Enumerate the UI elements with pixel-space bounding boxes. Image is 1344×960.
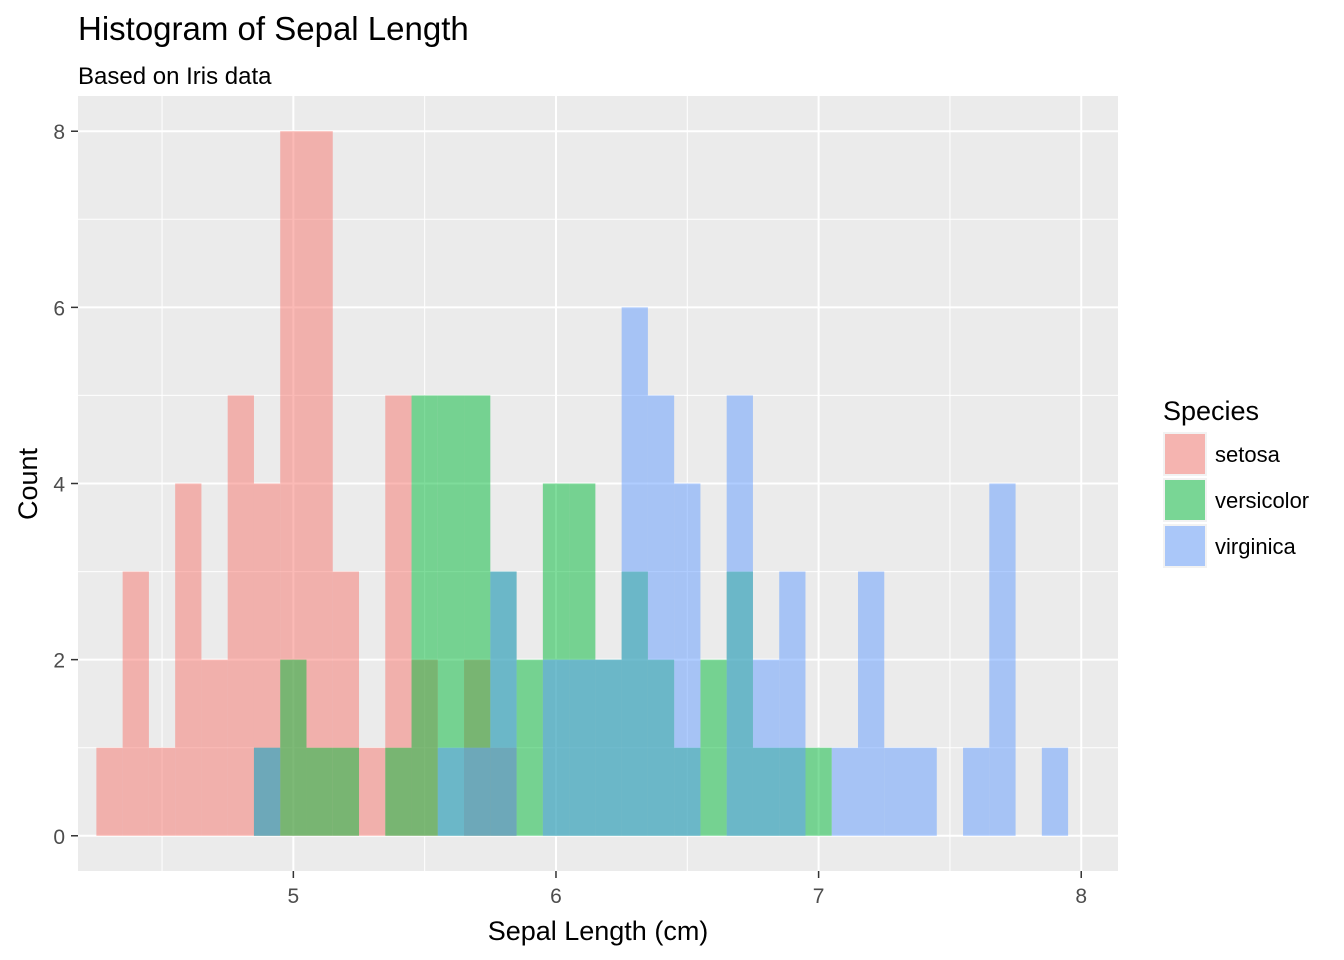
legend-items: setosa versicolor virginica <box>1163 432 1309 568</box>
legend-swatch-virginica <box>1165 526 1205 566</box>
bar-virginica <box>542 659 570 836</box>
bar-setosa <box>122 571 149 836</box>
bar-setosa <box>175 483 202 836</box>
bar-virginica <box>1041 747 1069 836</box>
bar-setosa <box>201 659 228 836</box>
x-tick-label: 7 <box>813 885 825 908</box>
bar-virginica <box>437 747 465 836</box>
series-virginica <box>253 307 1069 836</box>
bar-virginica <box>674 483 701 836</box>
x-axis: 5 6 7 8 <box>288 871 1087 908</box>
bar-versicolor <box>385 747 412 836</box>
bar-virginica <box>253 747 281 836</box>
legend-title: Species <box>1163 396 1259 426</box>
chart-title: Histogram of Sepal Length <box>78 10 469 47</box>
bar-virginica <box>726 395 753 836</box>
legend-item-virginica: virginica <box>1163 524 1296 568</box>
legend-label-setosa: setosa <box>1215 442 1281 467</box>
y-axis-title: Count <box>13 447 43 520</box>
legend-label-versicolor: versicolor <box>1215 488 1309 513</box>
bar-virginica <box>752 659 780 836</box>
legend-label-virginica: virginica <box>1215 534 1296 559</box>
bar-virginica <box>910 747 937 836</box>
bar-virginica <box>831 747 858 836</box>
legend-swatch-setosa <box>1165 434 1205 474</box>
bar-virginica <box>858 571 885 836</box>
y-tick-label: 2 <box>53 650 65 673</box>
bar-versicolor <box>805 747 832 836</box>
bar-virginica <box>647 395 675 836</box>
bar-versicolor <box>411 395 438 836</box>
y-tick-label: 6 <box>53 297 65 320</box>
bar-virginica <box>779 571 806 836</box>
legend: Species setosa versicolor virginica <box>1163 396 1309 568</box>
x-tick-label: 6 <box>550 885 562 908</box>
bar-setosa <box>148 747 176 836</box>
bar-setosa <box>96 747 123 836</box>
bar-setosa <box>359 747 386 836</box>
bar-virginica <box>963 747 990 836</box>
bar-virginica <box>464 747 491 836</box>
bar-virginica <box>621 307 648 836</box>
bar-versicolor <box>280 659 307 836</box>
bar-versicolor <box>700 659 727 836</box>
bar-virginica <box>595 659 622 836</box>
y-axis: 0 2 4 6 8 <box>53 121 78 849</box>
bar-virginica <box>569 659 596 836</box>
legend-swatch-versicolor <box>1165 480 1205 520</box>
bar-virginica <box>490 571 517 836</box>
y-tick-label: 4 <box>53 474 65 497</box>
bar-virginica <box>989 483 1016 836</box>
x-axis-title: Sepal Length (cm) <box>488 916 709 946</box>
bar-versicolor <box>516 659 543 836</box>
bar-versicolor <box>332 747 360 836</box>
x-tick-label: 8 <box>1075 885 1087 908</box>
histogram-bars <box>96 131 1069 836</box>
y-tick-label: 0 <box>53 826 65 849</box>
y-tick-label: 8 <box>53 121 65 144</box>
bar-setosa <box>306 131 333 836</box>
bar-virginica <box>884 747 911 836</box>
x-tick-label: 5 <box>288 885 300 908</box>
legend-item-setosa: setosa <box>1163 432 1281 476</box>
chart-subtitle: Based on Iris data <box>78 63 272 90</box>
legend-item-versicolor: versicolor <box>1163 478 1309 522</box>
bar-versicolor <box>306 747 333 836</box>
bar-setosa <box>227 395 254 836</box>
